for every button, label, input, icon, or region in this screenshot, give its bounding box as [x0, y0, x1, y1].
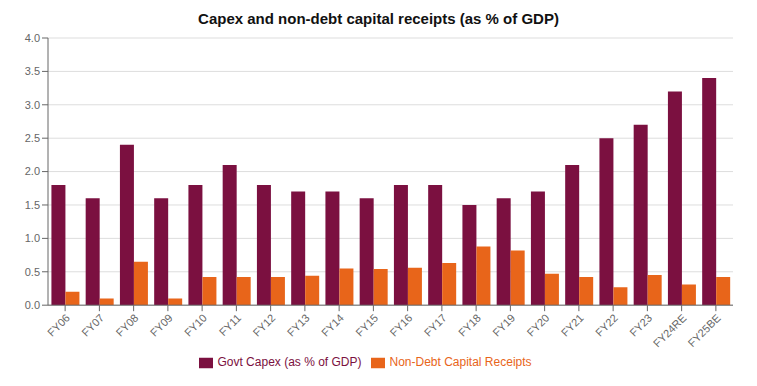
svg-text:FY19: FY19	[490, 312, 517, 339]
svg-text:FY22: FY22	[593, 312, 620, 339]
svg-text:FY09: FY09	[148, 312, 175, 339]
svg-text:FY06: FY06	[45, 312, 72, 339]
svg-text:FY15: FY15	[353, 312, 380, 339]
html-text:Non-Debt Capital Receipts: Non-Debt Capital Receipts	[389, 355, 532, 370]
svg-text:FY13: FY13	[285, 312, 312, 339]
svg-text:0.0: 0.0	[25, 299, 40, 311]
html-text:Govt Capex (as % of GDP): Govt Capex (as % of GDP)	[217, 355, 362, 370]
svg-text:4.0: 4.0	[25, 32, 40, 44]
svg-text:FY16: FY16	[387, 312, 414, 339]
svg-text:FY18: FY18	[456, 312, 483, 339]
svg-text:3.0: 3.0	[25, 99, 40, 111]
svg-text:0.5: 0.5	[25, 266, 40, 278]
svg-text:FY14: FY14	[319, 312, 346, 339]
svg-text:FY20: FY20	[524, 312, 551, 339]
svg-text:FY25BE: FY25BE	[685, 312, 722, 349]
svg-text:FY21: FY21	[559, 312, 586, 339]
svg-text:2.0: 2.0	[25, 165, 40, 177]
html-text:Capex and non-debt capital rec: Capex and non-debt capital receipts (as …	[198, 10, 559, 27]
svg-text:FY07: FY07	[79, 312, 106, 339]
svg-text:1.0: 1.0	[25, 232, 40, 244]
svg-text:FY17: FY17	[422, 312, 449, 339]
svg-text:FY12: FY12	[250, 312, 277, 339]
svg-text:FY23: FY23	[627, 312, 654, 339]
svg-text:FY24RE: FY24RE	[651, 312, 689, 350]
svg-text:3.5: 3.5	[25, 65, 40, 77]
svg-text:1.5: 1.5	[25, 199, 40, 211]
svg-text:2.5: 2.5	[25, 132, 40, 144]
svg-text:FY11: FY11	[217, 312, 244, 339]
svg-text:FY08: FY08	[113, 312, 140, 339]
svg-text:FY10: FY10	[182, 312, 209, 339]
